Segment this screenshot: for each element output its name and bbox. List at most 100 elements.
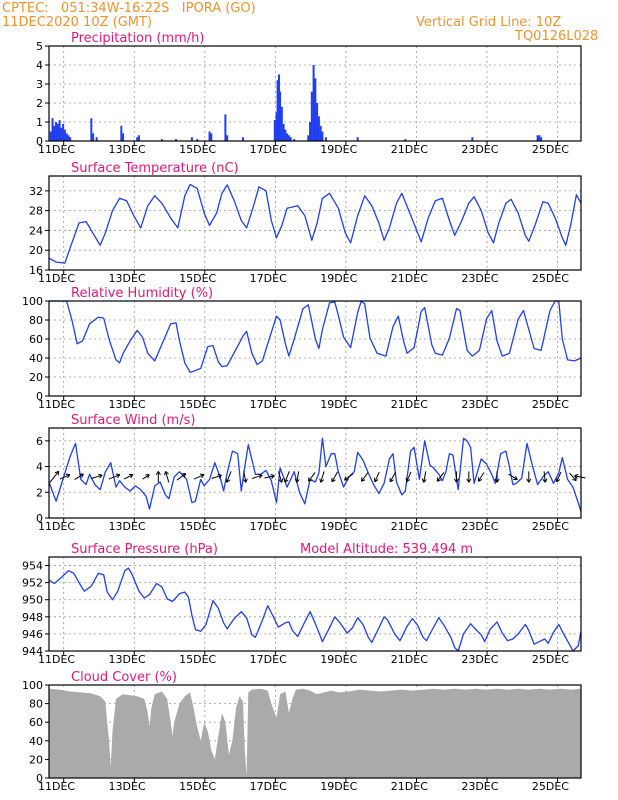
precip-bar xyxy=(282,123,285,141)
precip-bar xyxy=(287,135,290,141)
precipitation-y-tick-label: 0 xyxy=(36,135,43,148)
wind-arrow xyxy=(123,473,134,480)
pressure-x-tick-label: 19DEC xyxy=(320,653,357,666)
precip-bar xyxy=(95,137,98,141)
precip-bar xyxy=(307,135,310,141)
cloud-x-tick-label: 13DEC xyxy=(109,780,146,793)
pressure-y-tick-label: 950 xyxy=(22,594,43,607)
precip-bar xyxy=(284,129,287,141)
pressure-x-tick-label: 13DEC xyxy=(109,653,146,666)
pressure-x-tick-label: 21DEC xyxy=(391,653,428,666)
pressure-series-line xyxy=(48,567,582,652)
wind-arrow xyxy=(242,471,248,483)
precip-bar xyxy=(275,112,278,141)
pressure-x-tick-label: 25DEC xyxy=(532,653,569,666)
pressure-y-tick-label: 954 xyxy=(22,560,43,573)
humidity-x-tick-label: 11DEC xyxy=(38,398,75,411)
wind-arrow xyxy=(466,471,472,483)
cloud-y-tick-label: 60 xyxy=(29,716,43,729)
precipitation-x-tick-label: 15DEC xyxy=(179,143,216,156)
precipitation-title: Precipitation (mm/h) xyxy=(71,31,204,46)
humidity-y-tick-label: 20 xyxy=(29,371,43,384)
humidity-y-tick-label: 0 xyxy=(36,390,43,403)
precip-bar xyxy=(242,137,245,141)
precip-bar xyxy=(55,122,58,141)
cloud-y-tick-label: 100 xyxy=(22,679,43,692)
temperature-x-tick-label: 19DEC xyxy=(320,272,357,285)
wind-arrow xyxy=(308,472,316,482)
pressure-y-tick-label: 952 xyxy=(22,577,43,590)
wind-frame xyxy=(48,427,582,519)
temperature-y-tick-label: 24 xyxy=(29,224,43,237)
cloud-y-tick-label: 0 xyxy=(36,772,43,785)
wind-arrow xyxy=(453,471,459,483)
precip-bar xyxy=(404,139,407,141)
temperature-x-tick-label: 23DEC xyxy=(461,272,498,285)
precipitation-y-tick-label: 2 xyxy=(36,97,43,110)
wind-arrow xyxy=(360,472,369,482)
precip-bar xyxy=(67,135,70,141)
pressure-y-tick-label: 946 xyxy=(22,628,43,641)
grid-note: Vertical Grid Line: 10Z xyxy=(416,15,562,30)
wind-arrow xyxy=(142,474,150,480)
precip-bar xyxy=(120,125,123,141)
precip-bar xyxy=(324,137,327,141)
cloud-y-tick-label: 20 xyxy=(29,753,43,766)
humidity-x-tick-label: 19DEC xyxy=(320,398,357,411)
precip-bar xyxy=(56,123,59,141)
precipitation-x-tick-label: 23DEC xyxy=(461,143,498,156)
humidity-x-tick-label: 13DEC xyxy=(109,398,146,411)
wind-arrow xyxy=(155,471,161,483)
pressure-x-tick-label: 23DEC xyxy=(461,653,498,666)
cloud-y-tick-label: 40 xyxy=(29,735,43,748)
wind-arrow xyxy=(421,471,427,483)
wind-arrow xyxy=(59,473,71,480)
pressure-y-tick-label: 944 xyxy=(22,645,43,658)
precip-bar xyxy=(279,91,282,141)
precip-bar xyxy=(321,131,324,141)
wind-arrow xyxy=(252,473,263,479)
temperature-x-tick-label: 21DEC xyxy=(391,272,428,285)
wind-arrow xyxy=(294,471,300,483)
precip-bar xyxy=(62,123,65,141)
cloud-title: Cloud Cover (%) xyxy=(71,670,177,685)
model-altitude-label: Model Altitude: 539.494 m xyxy=(300,542,473,557)
humidity-x-tick-label: 23DEC xyxy=(461,398,498,411)
wind-arrow xyxy=(211,473,222,479)
wind-x-tick-label: 17DEC xyxy=(250,520,287,533)
humidity-x-tick-label: 21DEC xyxy=(391,398,428,411)
precip-bar xyxy=(175,139,178,141)
wind-arrow xyxy=(108,473,121,480)
precip-bar xyxy=(319,125,322,141)
wind-arrow xyxy=(331,471,338,483)
wind-arrow xyxy=(574,473,586,479)
precip-bar xyxy=(69,137,72,141)
humidity-y-tick-label: 100 xyxy=(22,295,43,308)
humidity-y-tick-label: 60 xyxy=(29,333,43,346)
precip-bar xyxy=(540,137,543,141)
wind-arrow xyxy=(508,473,518,481)
humidity-series-line xyxy=(49,300,582,373)
precipitation-y-tick-label: 5 xyxy=(36,40,43,53)
pressure-title: Surface Pressure (hPa) xyxy=(71,542,218,557)
wind-x-tick-label: 19DEC xyxy=(320,520,357,533)
cloud-frame xyxy=(48,684,582,779)
precip-bar xyxy=(538,135,541,141)
precipitation-y-tick-label: 4 xyxy=(36,59,43,72)
wind-arrow xyxy=(264,474,275,479)
wind-arrow xyxy=(526,471,532,483)
pressure-y-tick-label: 948 xyxy=(22,611,43,624)
wind-x-tick-label: 23DEC xyxy=(461,520,498,533)
precipitation-x-tick-label: 13DEC xyxy=(109,143,146,156)
precip-bar xyxy=(60,127,63,141)
temperature-x-tick-label: 25DEC xyxy=(532,272,569,285)
precip-bar xyxy=(49,131,52,141)
precipitation-x-tick-label: 11DEC xyxy=(38,143,75,156)
precip-bar xyxy=(65,133,68,141)
temperature-series-line xyxy=(48,183,582,264)
wind-arrow xyxy=(373,471,380,483)
precip-bar xyxy=(293,139,296,141)
wind-series-line xyxy=(48,437,582,512)
wind-arrow xyxy=(277,471,284,483)
